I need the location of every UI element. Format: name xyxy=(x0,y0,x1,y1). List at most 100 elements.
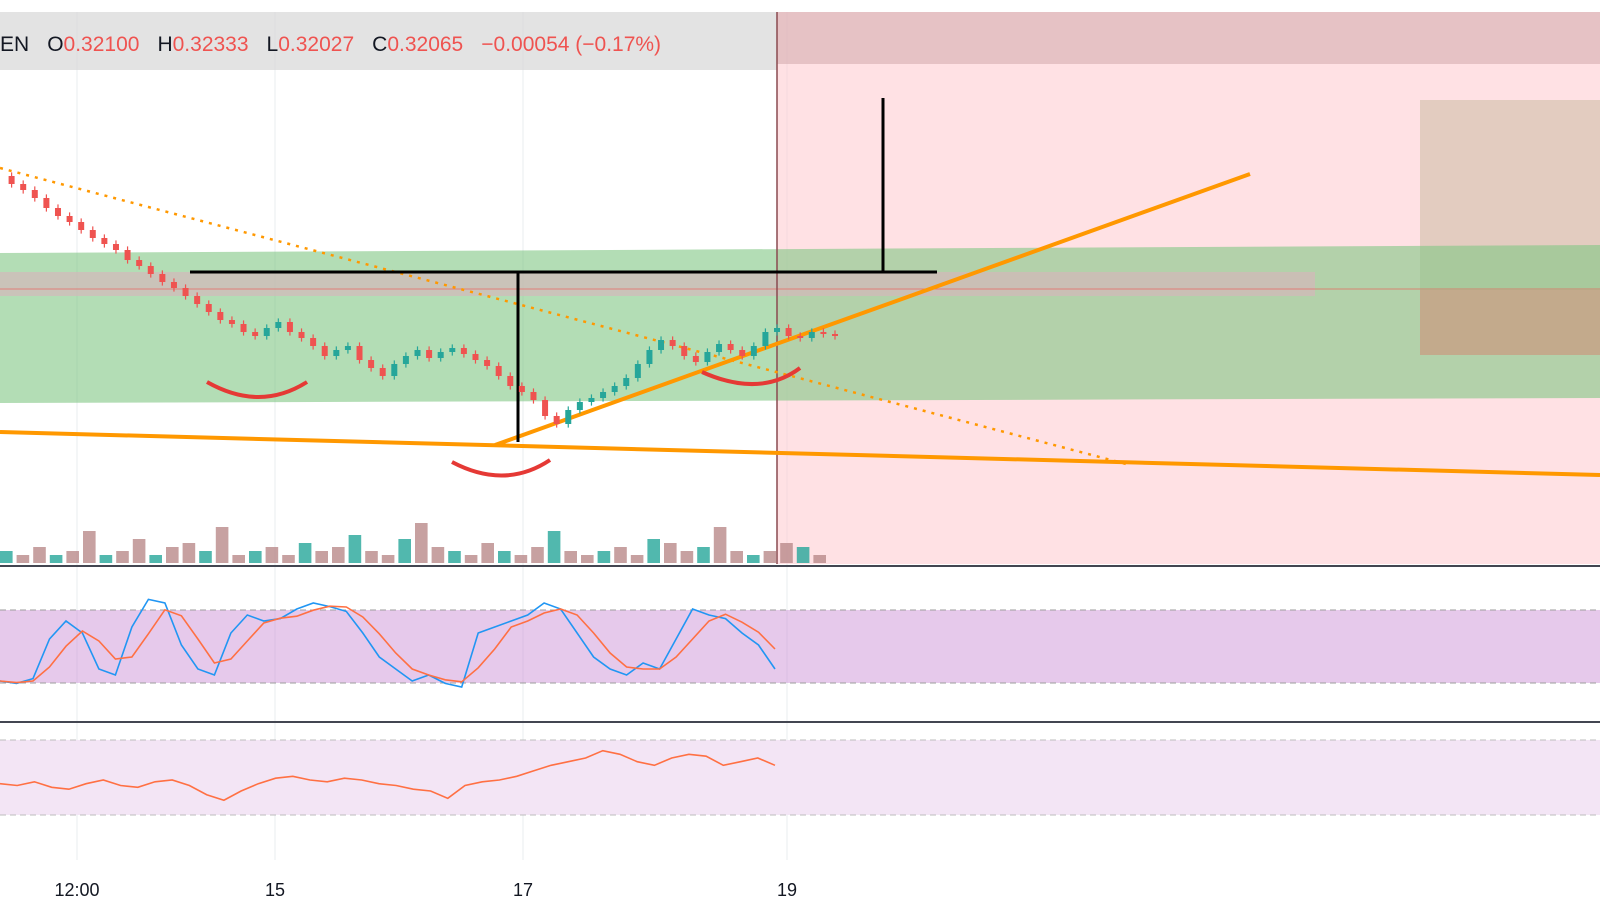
volume-bar xyxy=(332,547,345,563)
candle-body xyxy=(112,244,119,250)
candle-body xyxy=(54,208,61,216)
candle-body xyxy=(495,366,502,376)
candle-body xyxy=(600,392,607,398)
candle-body xyxy=(437,352,444,358)
volume-bar xyxy=(398,539,411,563)
volume-bar xyxy=(796,547,810,563)
volume-bar xyxy=(166,547,179,563)
stochastic-k-line xyxy=(0,598,776,688)
candle-body xyxy=(634,364,641,378)
candle-body xyxy=(368,360,375,368)
stochastic-d-line xyxy=(0,605,776,684)
volume-bar xyxy=(664,543,677,563)
candle-body xyxy=(588,398,595,402)
volume-bar xyxy=(680,551,694,563)
candle-body xyxy=(43,198,50,208)
candle-body xyxy=(762,332,769,346)
candle-body xyxy=(681,346,688,356)
candle-body xyxy=(147,266,154,274)
candle-body xyxy=(217,312,224,320)
candle-body xyxy=(750,346,757,356)
candle-body xyxy=(344,346,351,350)
volume-bar xyxy=(630,555,644,563)
volume-bar xyxy=(232,555,245,563)
candle-body xyxy=(414,350,421,356)
volume-bar xyxy=(464,555,478,563)
volume-bar xyxy=(498,551,511,563)
candle-body xyxy=(194,296,201,304)
volume-bar xyxy=(514,555,528,563)
candle-body xyxy=(101,238,108,244)
volume-bar xyxy=(697,547,710,563)
volume-bar xyxy=(132,539,146,563)
candle-body xyxy=(623,378,630,386)
volume-bar xyxy=(564,551,577,563)
legend-bar-bg xyxy=(0,12,777,70)
rsi-line xyxy=(0,749,776,802)
volume-bar xyxy=(215,527,229,563)
candle-body xyxy=(333,350,340,356)
volume-bar xyxy=(547,531,561,563)
volume-bar xyxy=(298,543,312,563)
volume-series xyxy=(0,523,826,563)
volume-bar xyxy=(33,547,46,563)
volume-bar xyxy=(282,555,295,563)
volume-bar xyxy=(747,555,760,563)
candle-body xyxy=(797,336,804,338)
candle-body xyxy=(20,184,27,190)
volume-bar xyxy=(99,555,113,563)
volume-bar xyxy=(531,547,544,563)
candle-body xyxy=(426,350,433,358)
open-value: O0.32100 xyxy=(47,33,140,56)
candle-body xyxy=(8,176,15,184)
candle-body xyxy=(298,332,305,338)
candle-body xyxy=(321,346,328,356)
candle-body xyxy=(31,190,38,198)
candle-body xyxy=(124,250,131,260)
candle-body xyxy=(507,376,514,386)
candle-body xyxy=(774,328,781,332)
volume-bar xyxy=(49,555,63,563)
right-shoulder-arc xyxy=(701,366,802,387)
zone-bottom-right xyxy=(1420,290,1600,355)
candle-body xyxy=(542,400,549,416)
candle-body xyxy=(565,410,572,424)
candle-body xyxy=(611,386,618,392)
candle-body xyxy=(530,392,537,400)
candle-body xyxy=(460,348,467,354)
candle-body xyxy=(356,346,363,360)
candle-body xyxy=(658,340,665,350)
dotted-downtrend-line xyxy=(0,166,1131,467)
volume-bar xyxy=(365,551,378,563)
symbol-label: EN xyxy=(0,33,30,56)
head-arc xyxy=(451,458,552,478)
candle-body xyxy=(553,416,560,424)
candle-body xyxy=(205,304,212,312)
volume-bar xyxy=(780,543,793,563)
volume-bar xyxy=(83,531,96,563)
candle-body xyxy=(402,356,409,364)
left-shoulder-arc xyxy=(206,380,309,399)
candle-body xyxy=(66,216,73,222)
volume-bar xyxy=(647,539,660,563)
candle-body xyxy=(182,288,189,296)
close-value: C0.32065 xyxy=(372,33,464,56)
volume-bar xyxy=(116,551,129,563)
resistance-band xyxy=(0,272,1315,296)
candle-body xyxy=(646,350,653,364)
volume-bar xyxy=(431,547,445,563)
rsi-band xyxy=(0,740,1600,815)
candle-body xyxy=(472,354,479,360)
volume-bar xyxy=(813,555,826,563)
change-value: −0.00054 (−0.17%) xyxy=(481,33,662,56)
volume-bar xyxy=(348,535,362,563)
x-tick-label: 17 xyxy=(512,880,534,900)
candle-body xyxy=(275,322,282,328)
volume-bar xyxy=(315,551,328,563)
candle-body xyxy=(310,338,317,346)
x-tick-label: 19 xyxy=(776,880,798,900)
candle-body xyxy=(136,260,143,266)
candle-body xyxy=(716,344,723,352)
volume-bar xyxy=(199,551,212,563)
